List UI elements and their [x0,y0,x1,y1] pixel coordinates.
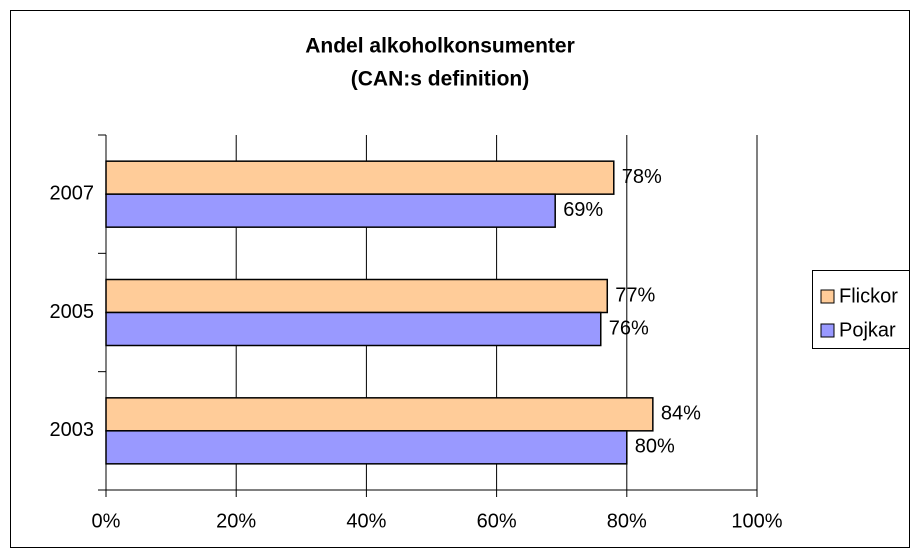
legend-label: Pojkar [839,319,896,341]
x-tick-label: 40% [346,510,386,532]
bar [105,311,602,347]
value-label: 84% [661,403,701,425]
value-label: 80% [635,436,675,458]
legend-label: Flickor [839,285,898,307]
y-tick-label: 2005 [50,301,95,323]
value-label: 77% [615,284,655,306]
legend-swatch [820,323,835,338]
x-tick-label: 80% [607,510,647,532]
bar [105,160,615,195]
bar [105,397,654,432]
x-tick-label: 60% [477,510,517,532]
value-label: 69% [563,199,603,221]
x-tick-label: 100% [731,510,782,532]
chart-title: (CAN:s definition) [351,68,529,91]
bar [105,430,628,465]
y-tick-label: 2003 [50,419,95,441]
y-tick-label: 2007 [50,182,95,204]
bar [105,278,609,314]
value-label: 76% [609,317,649,339]
x-tick-label: 0% [92,510,121,532]
legend-swatch [820,289,835,304]
chart-title: Andel alkoholkonsumenter [305,35,575,58]
bar [105,193,556,228]
x-tick-label: 20% [216,510,256,532]
value-label: 78% [622,166,662,188]
